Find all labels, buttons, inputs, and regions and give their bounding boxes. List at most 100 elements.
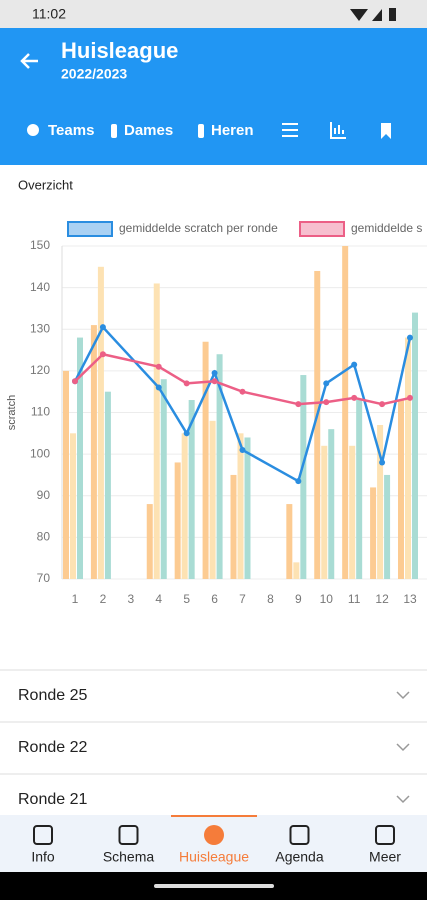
x-tick-label: 5 xyxy=(183,592,190,606)
point xyxy=(183,380,190,387)
legend-label: gemiddelde scratch per ronde xyxy=(119,221,278,235)
signal-icon xyxy=(372,9,382,21)
bar xyxy=(328,429,335,579)
point xyxy=(379,401,386,408)
legend-swatch xyxy=(299,221,345,237)
active-indicator xyxy=(171,815,257,817)
back-button[interactable] xyxy=(20,53,38,69)
round-list: Ronde 25 Ronde 22 Ronde 21 xyxy=(0,669,427,808)
bar xyxy=(146,504,153,579)
point xyxy=(211,378,218,385)
bar xyxy=(370,487,377,579)
list-item[interactable]: Ronde 22 xyxy=(18,739,87,756)
point xyxy=(379,459,386,466)
subtitle: 2022/2023 xyxy=(61,66,127,82)
bar xyxy=(216,354,223,579)
nav-label[interactable]: Huisleague xyxy=(179,849,249,865)
nav-label[interactable]: Meer xyxy=(369,849,401,865)
y-axis-label: scratch xyxy=(6,395,18,430)
chevron xyxy=(396,691,410,700)
y-tick-label: 120 xyxy=(30,363,50,377)
point xyxy=(72,378,78,385)
nav-label[interactable]: Schema xyxy=(103,849,155,865)
y-tick-label: 70 xyxy=(37,571,51,585)
battery-icon xyxy=(389,8,396,21)
y-tick-label: 100 xyxy=(30,446,50,460)
bar xyxy=(90,325,97,579)
point xyxy=(155,384,162,391)
ranking-tab[interactable] xyxy=(282,123,298,137)
point xyxy=(99,324,106,331)
nav-label[interactable]: Agenda xyxy=(275,849,323,865)
bar xyxy=(188,400,195,579)
x-tick-label: 13 xyxy=(403,592,417,606)
x-tick-label: 8 xyxy=(267,592,274,606)
bar xyxy=(356,400,363,579)
bookmark-tab[interactable] xyxy=(381,123,391,139)
heren-icon xyxy=(198,124,204,138)
nav-icon xyxy=(289,825,310,845)
bar xyxy=(412,312,418,579)
bar xyxy=(405,337,411,579)
list-item[interactable]: Ronde 25 xyxy=(18,687,87,704)
point xyxy=(323,380,330,387)
stats-tab[interactable] xyxy=(330,122,346,139)
bar xyxy=(160,379,167,579)
nav-icon xyxy=(33,825,53,845)
bar xyxy=(237,433,244,579)
teams-icon xyxy=(27,124,39,136)
bar xyxy=(377,424,384,579)
x-tick-label: 9 xyxy=(295,592,302,606)
x-tick-label: 4 xyxy=(155,592,162,606)
x-tick-label: 6 xyxy=(211,592,218,606)
x-tick-label: 3 xyxy=(127,592,134,606)
bar xyxy=(300,375,307,579)
bar xyxy=(293,562,300,579)
point xyxy=(351,361,358,368)
y-tick-label: 80 xyxy=(37,530,51,544)
y-tick-label: 140 xyxy=(30,280,50,294)
x-tick-label: 12 xyxy=(375,592,389,606)
legend-label: gemiddelde s xyxy=(351,221,422,235)
bar xyxy=(181,433,188,579)
point xyxy=(323,399,330,406)
tab[interactable]: Dames xyxy=(124,122,173,139)
x-tick-label: 1 xyxy=(72,592,79,606)
point xyxy=(239,388,246,395)
section-title: Overzicht xyxy=(18,177,73,192)
point xyxy=(407,334,413,341)
line xyxy=(74,352,411,406)
nav-items: Info Schema Huisleague Agenda Meer xyxy=(31,825,401,865)
x-tick-label: 10 xyxy=(320,592,334,606)
point xyxy=(155,363,162,370)
x-tick-label: 7 xyxy=(239,592,246,606)
bar xyxy=(63,370,69,579)
bar xyxy=(202,341,209,579)
bar xyxy=(321,445,328,579)
dames-icon xyxy=(111,124,117,138)
bar xyxy=(97,266,104,579)
nav-icon xyxy=(375,825,395,845)
wifi-icon xyxy=(350,9,368,21)
bar xyxy=(70,433,76,579)
point xyxy=(239,446,246,453)
bar xyxy=(104,391,111,579)
bar xyxy=(77,337,83,579)
y-tick-label: 90 xyxy=(37,488,51,502)
nav-icon xyxy=(204,825,224,845)
list-item[interactable]: Ronde 21 xyxy=(18,791,87,808)
tab[interactable]: Heren xyxy=(211,122,254,139)
point xyxy=(211,369,218,376)
bar xyxy=(342,246,349,579)
bar xyxy=(384,474,391,579)
app-bar xyxy=(0,28,427,165)
tab[interactable]: Teams xyxy=(48,122,94,139)
y-tick-label: 110 xyxy=(31,405,50,419)
point xyxy=(351,394,358,401)
x-tick-label: 2 xyxy=(100,592,107,606)
nav-label[interactable]: Info xyxy=(31,849,55,865)
y-tick-label: 130 xyxy=(30,321,50,335)
point xyxy=(407,394,413,401)
